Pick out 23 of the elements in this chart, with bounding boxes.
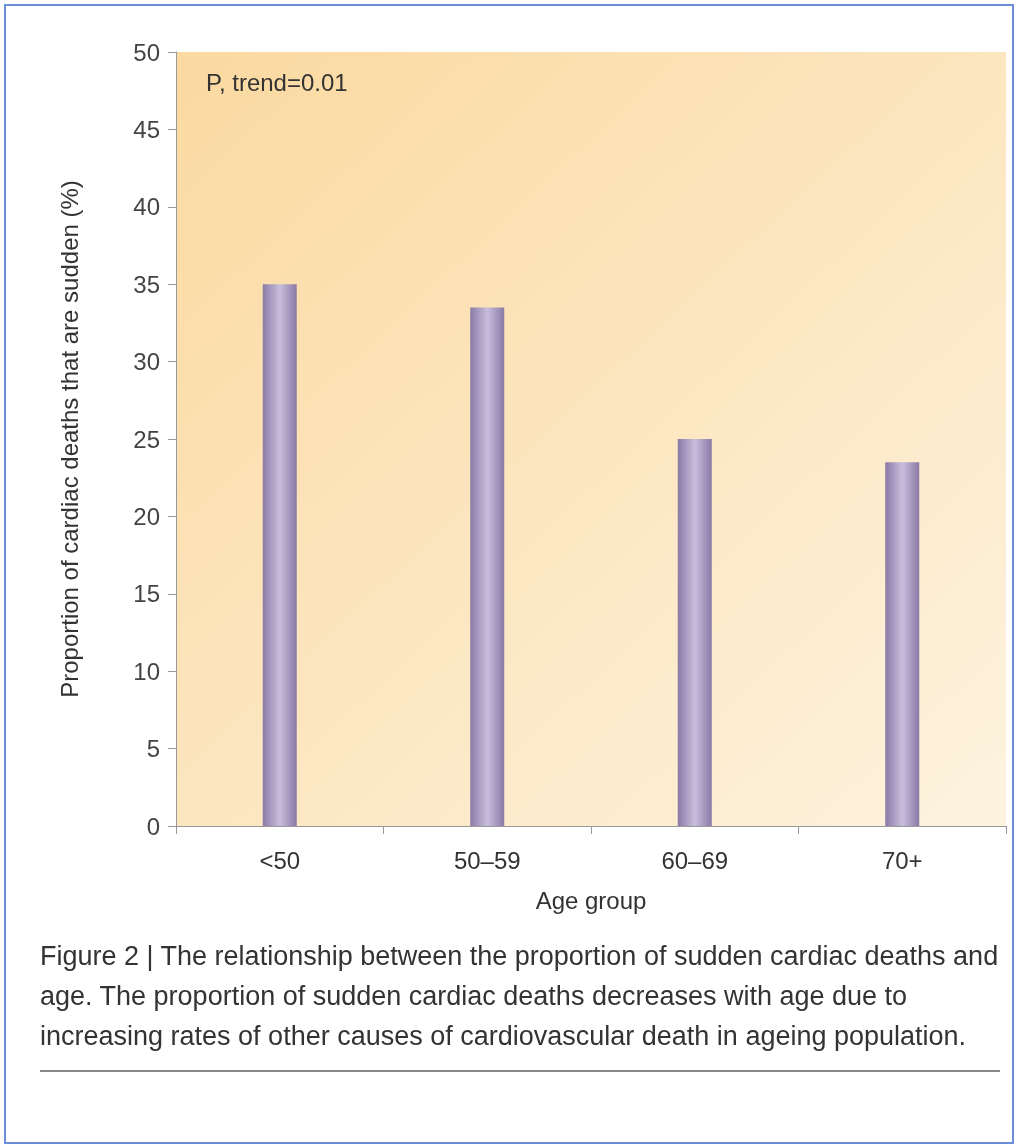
y-tick-label: 30 bbox=[133, 348, 160, 376]
y-tick-label: 25 bbox=[133, 425, 160, 453]
y-tick-label: 10 bbox=[133, 657, 160, 685]
caption: Figure 2 | The relationship between the proportion of sudden cardiac deaths and age. The proportion of sudden cardiac deaths decreases with age due to increasing rates of other causes of cardiovascular death in ageing population. bbox=[40, 936, 1000, 1072]
annotation: P, trend=0.01 bbox=[206, 68, 348, 96]
y-tick-label: 35 bbox=[133, 270, 160, 298]
x-tick-label: 50–59 bbox=[453, 846, 521, 874]
bar bbox=[470, 307, 505, 826]
bar bbox=[262, 284, 297, 826]
x-tick-label: 70+ bbox=[881, 846, 923, 874]
y-tick-label: 15 bbox=[133, 580, 160, 608]
bar bbox=[885, 462, 920, 826]
x-axis-title: Age group bbox=[535, 886, 647, 914]
x-tick-label: <50 bbox=[259, 846, 301, 874]
y-tick-label: 50 bbox=[133, 38, 160, 66]
x-tick-label: 60–69 bbox=[661, 846, 729, 874]
y-tick-label: 40 bbox=[133, 193, 160, 221]
bar bbox=[677, 439, 712, 826]
y-tick-label: 5 bbox=[146, 735, 160, 763]
y-tick-label: 20 bbox=[133, 502, 160, 530]
y-tick-label: 45 bbox=[133, 115, 160, 143]
y-axis-title: Proportion of cardiac deaths that are sudden (%) bbox=[55, 180, 83, 698]
y-tick-label: 0 bbox=[146, 812, 160, 840]
